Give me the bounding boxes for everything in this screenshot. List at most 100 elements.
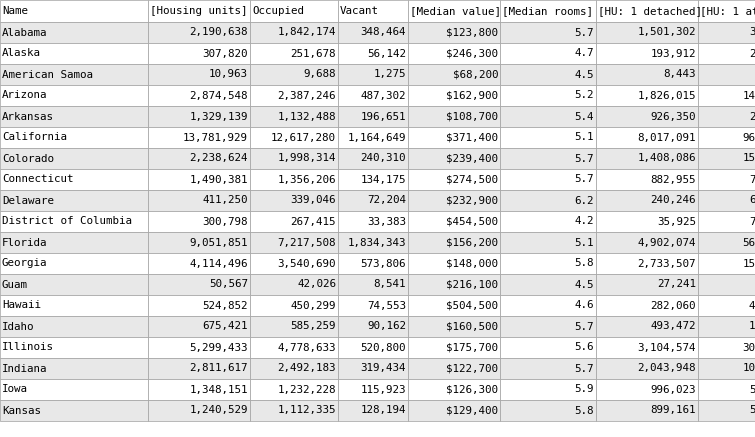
Text: 19,506: 19,506 — [749, 322, 755, 332]
Text: $371,400: $371,400 — [446, 132, 498, 142]
Text: 50,174: 50,174 — [749, 385, 755, 395]
Text: $216,100: $216,100 — [446, 280, 498, 289]
Bar — [596, 106, 698, 127]
Bar — [338, 106, 408, 127]
Bar — [250, 379, 338, 400]
Text: 43,361: 43,361 — [749, 301, 755, 311]
Bar — [250, 274, 338, 295]
Bar — [596, 190, 698, 211]
Bar — [408, 85, 500, 106]
Text: 1,834,343: 1,834,343 — [347, 237, 406, 247]
Bar — [148, 358, 250, 379]
Text: $148,000: $148,000 — [446, 259, 498, 268]
Text: 4,778,633: 4,778,633 — [278, 343, 336, 353]
Bar — [596, 169, 698, 190]
Bar — [408, 190, 500, 211]
Bar — [148, 232, 250, 253]
Bar — [0, 0, 148, 22]
Text: 7,217,508: 7,217,508 — [278, 237, 336, 247]
Text: 23,411: 23,411 — [749, 49, 755, 59]
Text: 4.5: 4.5 — [575, 69, 594, 80]
Text: 57,241: 57,241 — [749, 406, 755, 416]
Bar — [250, 127, 338, 148]
Bar — [408, 379, 500, 400]
Bar — [596, 337, 698, 358]
Text: [Median value]: [Median value] — [410, 6, 501, 16]
Text: 1,826,015: 1,826,015 — [637, 90, 696, 101]
Bar — [500, 106, 596, 127]
Bar — [698, 127, 755, 148]
Bar — [408, 337, 500, 358]
Bar — [698, 232, 755, 253]
Text: 1,112,335: 1,112,335 — [278, 406, 336, 416]
Bar — [148, 0, 250, 22]
Text: 1,132,488: 1,132,488 — [278, 111, 336, 121]
Bar — [408, 232, 500, 253]
Bar — [596, 316, 698, 337]
Text: 5.2: 5.2 — [575, 90, 594, 101]
Bar — [148, 379, 250, 400]
Bar — [408, 106, 500, 127]
Text: American Samoa: American Samoa — [2, 69, 93, 80]
Bar — [500, 127, 596, 148]
Text: 307,820: 307,820 — [202, 49, 248, 59]
Text: Delaware: Delaware — [2, 195, 54, 205]
Bar — [338, 190, 408, 211]
Text: 4.6: 4.6 — [575, 301, 594, 311]
Bar — [500, 295, 596, 316]
Text: 899,161: 899,161 — [651, 406, 696, 416]
Text: 9,688: 9,688 — [304, 69, 336, 80]
Bar — [596, 64, 698, 85]
Text: 267,415: 267,415 — [291, 216, 336, 226]
Text: Name: Name — [2, 6, 28, 16]
Text: 240,246: 240,246 — [651, 195, 696, 205]
Bar — [0, 232, 148, 253]
Bar — [0, 127, 148, 148]
Text: 13,781,929: 13,781,929 — [183, 132, 248, 142]
Text: 4,114,496: 4,114,496 — [190, 259, 248, 268]
Bar — [338, 400, 408, 421]
Bar — [596, 274, 698, 295]
Bar — [148, 211, 250, 232]
Bar — [408, 211, 500, 232]
Bar — [500, 400, 596, 421]
Bar — [500, 358, 596, 379]
Bar — [148, 253, 250, 274]
Bar — [500, 85, 596, 106]
Bar — [698, 43, 755, 64]
Bar — [408, 274, 500, 295]
Text: 8,443: 8,443 — [664, 69, 696, 80]
Bar — [0, 379, 148, 400]
Bar — [0, 211, 148, 232]
Text: 72,204: 72,204 — [367, 195, 406, 205]
Bar — [500, 148, 596, 169]
Text: $246,300: $246,300 — [446, 49, 498, 59]
Text: 520,800: 520,800 — [360, 343, 406, 353]
Text: 1,275: 1,275 — [374, 69, 406, 80]
Bar — [0, 43, 148, 64]
Text: 5.1: 5.1 — [575, 237, 594, 247]
Bar — [596, 379, 698, 400]
Text: $108,700: $108,700 — [446, 111, 498, 121]
Text: Guam: Guam — [2, 280, 28, 289]
Bar — [596, 22, 698, 43]
Text: Florida: Florida — [2, 237, 48, 247]
Text: 4.7: 4.7 — [575, 49, 594, 59]
Bar — [250, 0, 338, 22]
Text: 585,259: 585,259 — [291, 322, 336, 332]
Bar — [250, 316, 338, 337]
Bar — [148, 43, 250, 64]
Text: 2,874,548: 2,874,548 — [190, 90, 248, 101]
Text: 5.4: 5.4 — [575, 111, 594, 121]
Bar — [148, 274, 250, 295]
Bar — [250, 148, 338, 169]
Text: 6.2: 6.2 — [575, 195, 594, 205]
Bar — [338, 127, 408, 148]
Bar — [596, 0, 698, 22]
Bar — [698, 22, 755, 43]
Bar — [408, 358, 500, 379]
Bar — [338, 169, 408, 190]
Bar — [338, 0, 408, 22]
Bar — [500, 253, 596, 274]
Text: 996,023: 996,023 — [651, 385, 696, 395]
